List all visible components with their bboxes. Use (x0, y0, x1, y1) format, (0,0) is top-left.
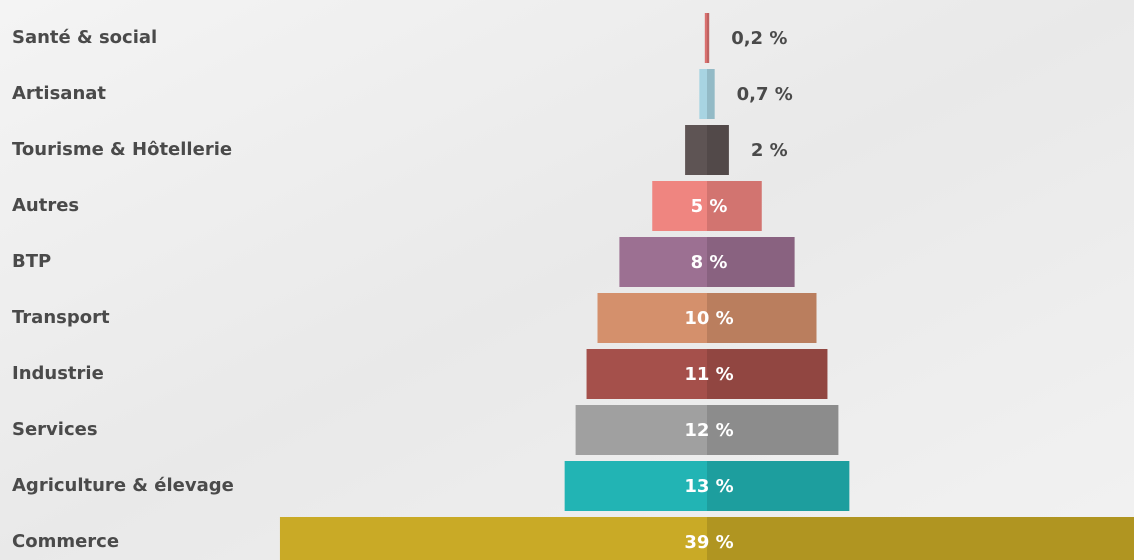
bar-shade (707, 405, 839, 455)
category-label: Agriculture & élevage (12, 475, 234, 496)
category-label: Industrie (12, 363, 104, 384)
bar (619, 237, 795, 287)
category-label: Santé & social (12, 27, 157, 48)
bar (685, 125, 729, 175)
value-label: 5 % (691, 196, 728, 217)
bar (564, 461, 850, 511)
value-label: 39 % (684, 532, 733, 553)
bar-shade (707, 293, 817, 343)
value-label: 0,2 % (731, 28, 787, 49)
bar (704, 13, 710, 63)
bar-shade (707, 125, 729, 175)
value-label: 10 % (684, 308, 733, 329)
bar (699, 69, 715, 119)
bar (597, 293, 817, 343)
category-label: Artisanat (12, 83, 106, 104)
bar (575, 405, 839, 455)
category-label: Services (12, 419, 98, 440)
bar-shade (707, 461, 850, 511)
category-label: Tourisme & Hôtellerie (12, 139, 232, 160)
bar-shade (707, 349, 828, 399)
category-label: Commerce (12, 531, 119, 552)
bar-shade (707, 237, 795, 287)
bar-shade (707, 69, 715, 119)
value-label: 11 % (684, 364, 733, 385)
category-label: Autres (12, 195, 79, 216)
bar (279, 517, 1134, 560)
bar-shade (707, 517, 1134, 560)
value-label: 13 % (684, 476, 733, 497)
value-label: 2 % (751, 140, 788, 161)
category-label: BTP (12, 251, 51, 272)
bar (586, 349, 828, 399)
bar-shade (707, 181, 762, 231)
value-label: 12 % (684, 420, 733, 441)
bar (652, 181, 762, 231)
bar-shade (707, 13, 710, 63)
category-label: Transport (12, 307, 110, 328)
value-label: 8 % (691, 252, 728, 273)
value-label: 0,7 % (737, 84, 793, 105)
